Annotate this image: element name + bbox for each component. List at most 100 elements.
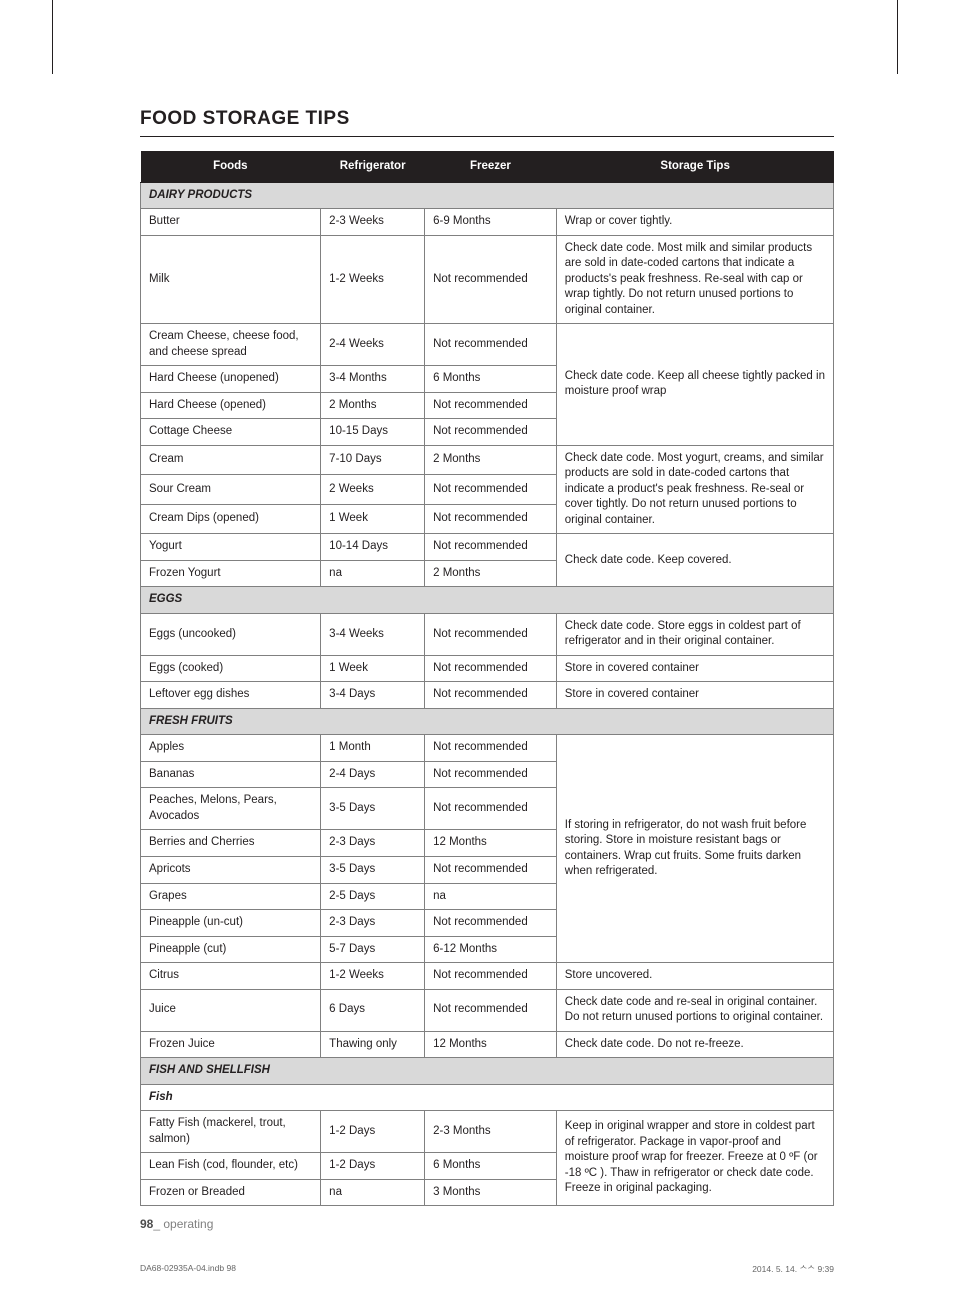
footer-section: _ operating <box>153 1217 213 1231</box>
cell-freezer: Not recommended <box>425 613 557 655</box>
cell-tip: Check date code. Keep covered. <box>556 534 833 587</box>
cell-refrigerator: 3-4 Days <box>321 682 425 709</box>
cell-freezer: Not recommended <box>425 910 557 937</box>
cell-freezer: Not recommended <box>425 655 557 682</box>
cell-freezer: Not recommended <box>425 419 557 446</box>
subsection-header: Fish <box>141 1084 834 1111</box>
header-tips: Storage Tips <box>556 152 833 183</box>
cell-food: Yogurt <box>141 534 321 561</box>
storage-table: Foods Refrigerator Freezer Storage Tips … <box>140 151 834 1206</box>
section-header: FISH AND SHELLFISH <box>141 1058 834 1085</box>
table-row: Yogurt10-14 DaysNot recommendedCheck dat… <box>141 534 834 561</box>
cell-refrigerator: 2-3 Days <box>321 830 425 857</box>
cell-tip: Store uncovered. <box>556 963 833 990</box>
cell-tip: Wrap or cover tightly. <box>556 209 833 236</box>
cell-food: Berries and Cherries <box>141 830 321 857</box>
cell-freezer: Not recommended <box>425 989 557 1031</box>
cell-tip: Check date code. Store eggs in coldest p… <box>556 613 833 655</box>
cell-tip: Store in covered container <box>556 682 833 709</box>
cell-freezer: 2 Months <box>425 445 557 475</box>
cell-food: Pineapple (un-cut) <box>141 910 321 937</box>
cell-food: Sour Cream <box>141 475 321 505</box>
cell-food: Eggs (cooked) <box>141 655 321 682</box>
cell-freezer: 6-12 Months <box>425 936 557 963</box>
cell-refrigerator: 2 Weeks <box>321 475 425 505</box>
page-title: FOOD STORAGE TIPS <box>140 108 834 130</box>
table-row: Cream7-10 Days2 MonthsCheck date code. M… <box>141 445 834 475</box>
cell-refrigerator: 3-5 Days <box>321 788 425 830</box>
cell-tip: Check date code. Keep all cheese tightly… <box>556 324 833 446</box>
cell-refrigerator: 1 Week <box>321 655 425 682</box>
cell-food: Frozen or Breaded <box>141 1179 321 1206</box>
cell-food: Frozen Yogurt <box>141 560 321 587</box>
cell-food: Cottage Cheese <box>141 419 321 446</box>
cell-food: Peaches, Melons, Pears, Avocados <box>141 788 321 830</box>
cell-freezer: 6-9 Months <box>425 209 557 236</box>
cell-refrigerator: 6 Days <box>321 989 425 1031</box>
cell-refrigerator: 2-5 Days <box>321 883 425 910</box>
section-header: EGGS <box>141 587 834 614</box>
section-name: DAIRY PRODUCTS <box>141 182 834 209</box>
cell-freezer: Not recommended <box>425 963 557 990</box>
table-row: Fatty Fish (mackerel, trout, salmon)1-2 … <box>141 1111 834 1153</box>
cell-freezer: Not recommended <box>425 856 557 883</box>
cell-food: Hard Cheese (opened) <box>141 392 321 419</box>
cell-refrigerator: 10-15 Days <box>321 419 425 446</box>
table-row: Juice6 DaysNot recommendedCheck date cod… <box>141 989 834 1031</box>
section-name: FRESH FRUITS <box>141 708 834 735</box>
cell-freezer: 2 Months <box>425 560 557 587</box>
meta-file: DA68-02935A-04.indb 98 <box>140 1263 236 1275</box>
cell-food: Fatty Fish (mackerel, trout, salmon) <box>141 1111 321 1153</box>
table-row: Eggs (cooked)1 WeekNot recommendedStore … <box>141 655 834 682</box>
cell-refrigerator: 3-5 Days <box>321 856 425 883</box>
cell-refrigerator: 2-3 Weeks <box>321 209 425 236</box>
cell-freezer: Not recommended <box>425 682 557 709</box>
cell-refrigerator: 1 Month <box>321 735 425 762</box>
cell-refrigerator: 2 Months <box>321 392 425 419</box>
cell-food: Lean Fish (cod, flounder, etc) <box>141 1153 321 1180</box>
table-row: Milk1-2 WeeksNot recommendedCheck date c… <box>141 235 834 324</box>
cell-food: Apples <box>141 735 321 762</box>
cell-food: Cream <box>141 445 321 475</box>
cell-food: Pineapple (cut) <box>141 936 321 963</box>
table-row: Apples1 MonthNot recommendedIf storing i… <box>141 735 834 762</box>
cell-food: Bananas <box>141 761 321 788</box>
cell-freezer: 6 Months <box>425 1153 557 1180</box>
title-underline <box>140 136 834 137</box>
section-header: DAIRY PRODUCTS <box>141 182 834 209</box>
cell-tip: Keep in original wrapper and store in co… <box>556 1111 833 1206</box>
section-name: EGGS <box>141 587 834 614</box>
cell-freezer: 3 Months <box>425 1179 557 1206</box>
cell-refrigerator: 1-2 Days <box>321 1153 425 1180</box>
header-refrigerator: Refrigerator <box>321 152 425 183</box>
cell-freezer: Not recommended <box>425 504 557 534</box>
header-freezer: Freezer <box>425 152 557 183</box>
cell-refrigerator: 1-2 Weeks <box>321 963 425 990</box>
cell-refrigerator: 1-2 Weeks <box>321 235 425 324</box>
cell-refrigerator: 2-3 Days <box>321 910 425 937</box>
cell-refrigerator: 7-10 Days <box>321 445 425 475</box>
meta-stamp: 2014. 5. 14. ᄉᄉ 9:39 <box>752 1263 834 1275</box>
subsection-name: Fish <box>141 1084 834 1111</box>
cell-food: Grapes <box>141 883 321 910</box>
page-number: 98 <box>140 1217 153 1231</box>
table-row: Eggs (uncooked)3-4 WeeksNot recommendedC… <box>141 613 834 655</box>
cell-freezer: Not recommended <box>425 761 557 788</box>
cell-refrigerator: 5-7 Days <box>321 936 425 963</box>
page-meta: DA68-02935A-04.indb 98 2014. 5. 14. ᄉᄉ 9… <box>140 1263 834 1275</box>
cell-food: Milk <box>141 235 321 324</box>
cell-food: Frozen Juice <box>141 1031 321 1058</box>
cell-freezer: Not recommended <box>425 735 557 762</box>
table-row: Frozen JuiceThawing only12 MonthsCheck d… <box>141 1031 834 1058</box>
cell-food: Hard Cheese (unopened) <box>141 366 321 393</box>
cell-freezer: Not recommended <box>425 324 557 366</box>
cell-food: Cream Cheese, cheese food, and cheese sp… <box>141 324 321 366</box>
page-footer: 98_ operating <box>140 1217 213 1231</box>
cell-food: Leftover egg dishes <box>141 682 321 709</box>
cell-freezer: Not recommended <box>425 475 557 505</box>
cell-food: Juice <box>141 989 321 1031</box>
section-header: FRESH FRUITS <box>141 708 834 735</box>
cell-freezer: Not recommended <box>425 534 557 561</box>
cell-freezer: Not recommended <box>425 392 557 419</box>
cell-food: Apricots <box>141 856 321 883</box>
